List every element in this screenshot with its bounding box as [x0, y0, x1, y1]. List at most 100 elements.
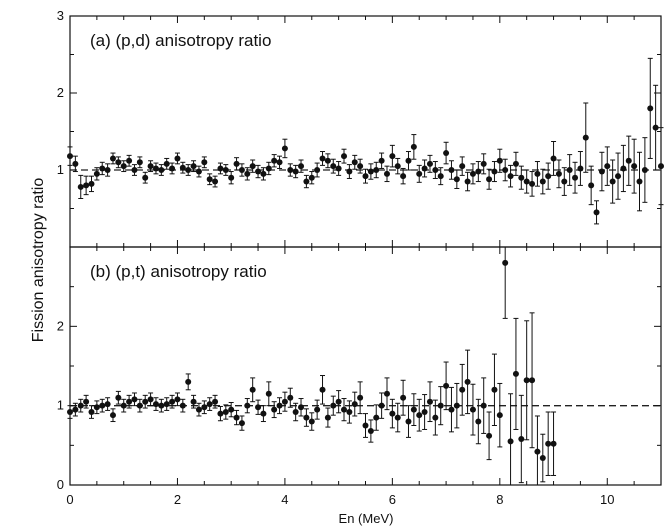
data-point — [518, 174, 525, 181]
data-point — [346, 168, 353, 175]
data-point — [480, 402, 487, 409]
data-point — [636, 178, 643, 185]
data-point — [206, 401, 213, 408]
data-point — [190, 163, 197, 170]
data-point — [201, 404, 208, 411]
data-point — [346, 409, 353, 416]
data-point — [582, 134, 589, 141]
data-point — [394, 163, 401, 170]
data-point — [83, 398, 90, 405]
data-point — [104, 167, 111, 173]
data-point — [647, 105, 654, 112]
data-point — [185, 378, 192, 385]
data-point — [238, 167, 245, 173]
data-point — [486, 176, 493, 183]
data-point — [99, 165, 106, 172]
data-point — [281, 145, 288, 152]
data-point — [625, 157, 632, 164]
data-point — [77, 402, 84, 409]
data-point — [432, 414, 439, 421]
x-tick-label: 8 — [496, 492, 503, 507]
data-point — [373, 414, 380, 421]
data-point — [324, 414, 331, 421]
data-point — [652, 124, 659, 131]
data-point — [244, 402, 251, 409]
y-tick-label: 1 — [57, 398, 64, 413]
data-point — [416, 412, 423, 419]
panel-a-title: (a) (p,d) anisotropy ratio — [90, 31, 271, 50]
data-point — [217, 165, 224, 172]
data-point — [437, 402, 444, 409]
data-point — [609, 178, 616, 185]
data-point — [577, 165, 584, 172]
data-point — [271, 157, 278, 164]
data-point — [115, 394, 122, 401]
data-point — [217, 410, 224, 417]
y-tick-label: 3 — [57, 8, 64, 23]
data-point — [292, 168, 299, 175]
data-point — [287, 167, 294, 173]
x-tick-label: 2 — [174, 492, 181, 507]
data-point — [335, 165, 342, 172]
panel-b-title: (b) (p,t) anisotropy ratio — [90, 262, 267, 281]
data-point — [93, 170, 100, 177]
data-point — [120, 163, 127, 170]
data-point — [394, 414, 401, 421]
data-point — [83, 182, 90, 189]
data-point — [641, 167, 648, 173]
data-point — [287, 394, 294, 401]
data-point — [244, 170, 251, 177]
data-point — [330, 163, 337, 170]
y-tick-label: 0 — [57, 477, 64, 492]
data-point — [163, 401, 170, 408]
data-point — [475, 418, 482, 425]
data-point — [179, 164, 186, 171]
data-point — [432, 167, 439, 173]
data-point — [507, 173, 514, 180]
data-point — [228, 406, 235, 413]
data-point — [319, 155, 326, 162]
data-point — [201, 159, 208, 166]
data-point — [469, 406, 476, 413]
data-point — [426, 398, 433, 405]
data-point — [72, 160, 79, 167]
data-point — [631, 163, 638, 170]
data-point — [147, 396, 154, 403]
data-point — [319, 386, 326, 393]
data-point — [593, 209, 600, 216]
data-point — [459, 386, 466, 393]
data-point — [588, 182, 595, 189]
data-point — [378, 402, 385, 409]
data-point — [550, 440, 557, 447]
data-point — [308, 174, 315, 181]
data-point — [421, 165, 428, 172]
data-point — [179, 402, 186, 409]
data-point — [115, 159, 122, 166]
data-point — [448, 406, 455, 413]
data-point — [496, 157, 503, 164]
data-point — [109, 412, 116, 419]
panel-b: (b) (p,t) anisotropy ratio 0 1 2 — [57, 246, 662, 492]
data-point — [341, 153, 348, 160]
data-point — [147, 163, 154, 170]
data-point — [480, 160, 487, 167]
data-point — [529, 377, 536, 384]
data-point — [303, 414, 310, 421]
data-point — [362, 173, 369, 180]
data-point — [464, 178, 471, 185]
data-point — [341, 406, 348, 413]
data-point — [561, 178, 568, 185]
data-point — [195, 406, 202, 413]
data-point — [572, 174, 579, 181]
data-point — [195, 168, 202, 175]
data-point — [158, 167, 165, 173]
panel-frame — [69, 15, 662, 248]
data-point — [566, 167, 573, 173]
data-point — [292, 409, 299, 416]
data-point — [255, 168, 262, 175]
data-point — [555, 170, 562, 177]
data-point — [496, 412, 503, 419]
data-point — [298, 404, 305, 411]
data-point — [260, 170, 267, 177]
data-point — [265, 165, 272, 172]
